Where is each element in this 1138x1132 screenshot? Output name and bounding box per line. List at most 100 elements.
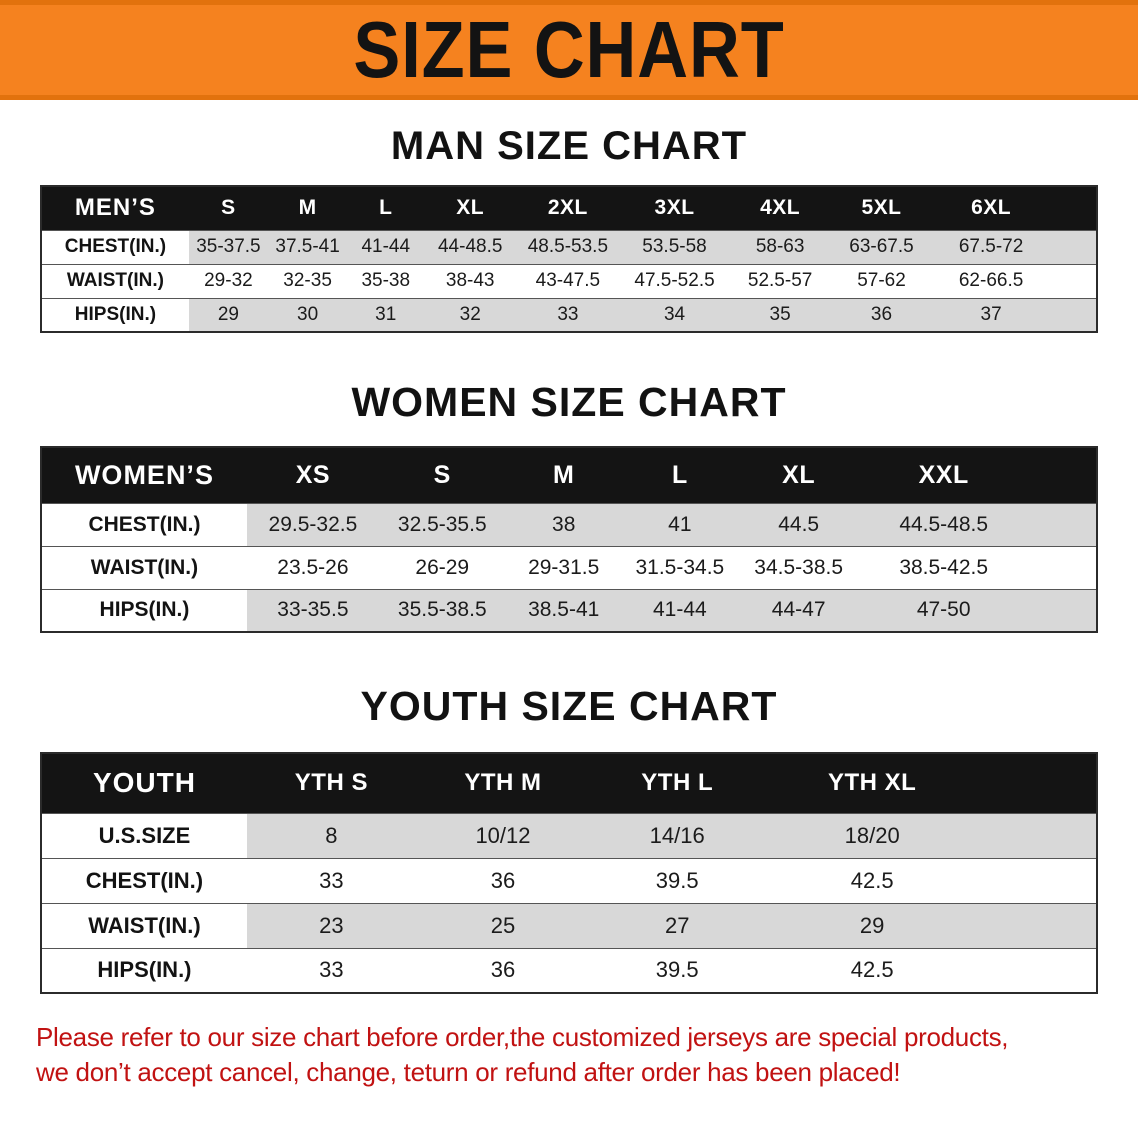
size-cell: 25: [415, 903, 591, 948]
size-cell: 36: [490, 957, 516, 983]
men-corner-label: MEN’S: [74, 194, 156, 222]
size-cell: 39.5: [655, 867, 699, 893]
row-label: HIPS(IN.): [41, 298, 189, 332]
row-label: WAIST(IN.): [41, 903, 247, 948]
size-cell: 29-31.5: [528, 555, 600, 579]
size-cell: 23.5-26: [277, 555, 349, 579]
size-cell: 29: [188, 298, 269, 332]
disclaimer-line-1: Please refer to our size chart before or…: [36, 1022, 1009, 1052]
column-header: L: [379, 196, 393, 220]
table-row: CHEST(IN.) 33 36 39.5 42.5: [41, 858, 1097, 903]
size-cell: 44-48.5: [424, 230, 517, 264]
youth-header-row: YOUTH YTH S YTH M YTH L YTH XL: [41, 753, 1097, 813]
youth-corner-label: YOUTH: [92, 767, 196, 799]
size-cell: 29.5-32.5: [246, 503, 379, 546]
women-section: WOMEN SIZE CHART WOMEN’S XS S M L XL XXL: [0, 379, 1138, 633]
men-section-heading: MAN SIZE CHART: [390, 124, 748, 168]
size-cell: 53.5-58: [619, 230, 730, 264]
size-cell: 34.5-38.5: [754, 555, 844, 579]
column-header: XL: [456, 196, 485, 220]
column-header: XXL: [918, 460, 969, 489]
size-cell: 38.5-42.5: [899, 555, 989, 579]
size-cell: 44-47: [737, 589, 860, 632]
size-cell: 14/16: [590, 813, 765, 858]
women-section-heading: WOMEN SIZE CHART: [351, 379, 787, 425]
column-header: YTH XL: [827, 769, 917, 797]
page-title: SIZE CHART: [353, 5, 785, 94]
size-cell: 35: [729, 298, 831, 332]
size-cell: 35-37.5: [188, 230, 269, 264]
column-header: M: [553, 460, 575, 489]
size-cell: 36: [830, 298, 933, 332]
size-cell: 34: [619, 298, 730, 332]
column-header: 6XL: [971, 196, 1012, 220]
women-size-table: WOMEN’S XS S M L XL XXL CHEST(IN.) 29.5-…: [40, 446, 1098, 633]
row-label: CHEST(IN.): [41, 503, 247, 546]
size-cell: 41: [621, 503, 738, 546]
column-header: 3XL: [654, 196, 695, 220]
column-header: XL: [782, 460, 816, 489]
column-header: XS: [295, 460, 331, 489]
banner: SIZE CHART: [0, 0, 1138, 100]
table-row: HIPS(IN.) 29 30 31 32 33 34 35 36 37: [41, 298, 1097, 332]
men-header-row: MEN’S S M L XL 2XL 3XL 4XL 5XL 6XL: [41, 186, 1097, 230]
size-cell: 67.5-72: [932, 230, 1097, 264]
size-cell: 29: [764, 903, 1097, 948]
column-header: L: [671, 460, 688, 489]
size-cell: 44.5-48.5: [859, 503, 1097, 546]
size-cell: 32: [424, 298, 517, 332]
size-cell: 35.5-38.5: [378, 589, 506, 632]
row-label: HIPS(IN.): [41, 589, 247, 632]
size-cell: 32-35: [283, 270, 332, 291]
youth-section: YOUTH SIZE CHART YOUTH YTH S YTH M YTH L…: [0, 683, 1138, 994]
row-label: WAIST(IN.): [41, 546, 247, 589]
table-row: HIPS(IN.) 33 36 39.5 42.5: [41, 948, 1097, 993]
size-cell: 63-67.5: [830, 230, 933, 264]
size-cell: 57-62: [857, 270, 906, 291]
size-cell: 44.5: [737, 503, 860, 546]
size-cell: 26-29: [415, 555, 470, 579]
size-cell: 42.5: [850, 867, 894, 893]
row-label: CHEST(IN.): [41, 230, 189, 264]
row-label: CHEST(IN.): [41, 858, 247, 903]
youth-size-table: YOUTH YTH S YTH M YTH L YTH XL U.S.SIZE …: [40, 752, 1098, 994]
size-cell: 62-66.5: [958, 270, 1024, 291]
size-cell: 10/12: [415, 813, 591, 858]
size-cell: 33: [319, 867, 344, 893]
size-cell: 35-38: [361, 270, 411, 291]
size-cell: 47-50: [859, 589, 1097, 632]
column-header: 4XL: [760, 196, 801, 220]
table-row: HIPS(IN.) 33-35.5 35.5-38.5 38.5-41 41-4…: [41, 589, 1097, 632]
men-section: MAN SIZE CHART MEN’S S M L XL 2XL 3XL 4X…: [0, 124, 1138, 333]
size-cell: 27: [590, 903, 765, 948]
column-header: 2XL: [547, 196, 588, 220]
disclaimer: Please refer to our size chart before or…: [36, 1020, 1102, 1090]
size-cell: 31: [347, 298, 425, 332]
size-cell: 58-63: [729, 230, 831, 264]
table-row: CHEST(IN.) 29.5-32.5 32.5-35.5 38 41 44.…: [41, 503, 1097, 546]
size-cell: 39.5: [655, 957, 699, 983]
column-header: M: [298, 196, 317, 220]
size-cell: 18/20: [764, 813, 1097, 858]
size-cell: 41-44: [347, 230, 425, 264]
size-cell: 43-47.5: [535, 270, 601, 291]
table-row: U.S.SIZE 8 10/12 14/16 18/20: [41, 813, 1097, 858]
size-cell: 41-44: [621, 589, 738, 632]
size-cell: 29-32: [204, 270, 253, 291]
size-cell: 37: [932, 298, 1097, 332]
disclaimer-line-2: we don’t accept cancel, change, teturn o…: [36, 1057, 901, 1088]
table-row: CHEST(IN.) 35-37.5 37.5-41 41-44 44-48.5…: [41, 230, 1097, 264]
size-cell: 38-43: [445, 270, 495, 291]
men-size-table: MEN’S S M L XL 2XL 3XL 4XL 5XL 6XL CHEST…: [40, 185, 1098, 333]
youth-section-heading: YOUTH SIZE CHART: [360, 683, 778, 729]
size-cell: 32.5-35.5: [378, 503, 506, 546]
table-row: WAIST(IN.) 23.5-26 26-29 29-31.5 31.5-34…: [41, 546, 1097, 589]
column-header: 5XL: [861, 196, 902, 220]
column-header: YTH S: [294, 769, 368, 797]
size-cell: 48.5-53.5: [516, 230, 620, 264]
size-cell: 33: [516, 298, 620, 332]
table-row: WAIST(IN.) 23 25 27 29: [41, 903, 1097, 948]
size-cell: 30: [268, 298, 348, 332]
size-chart-page: SIZE CHART MAN SIZE CHART MEN’S S M L XL…: [0, 0, 1138, 1090]
row-label: WAIST(IN.): [41, 264, 189, 298]
